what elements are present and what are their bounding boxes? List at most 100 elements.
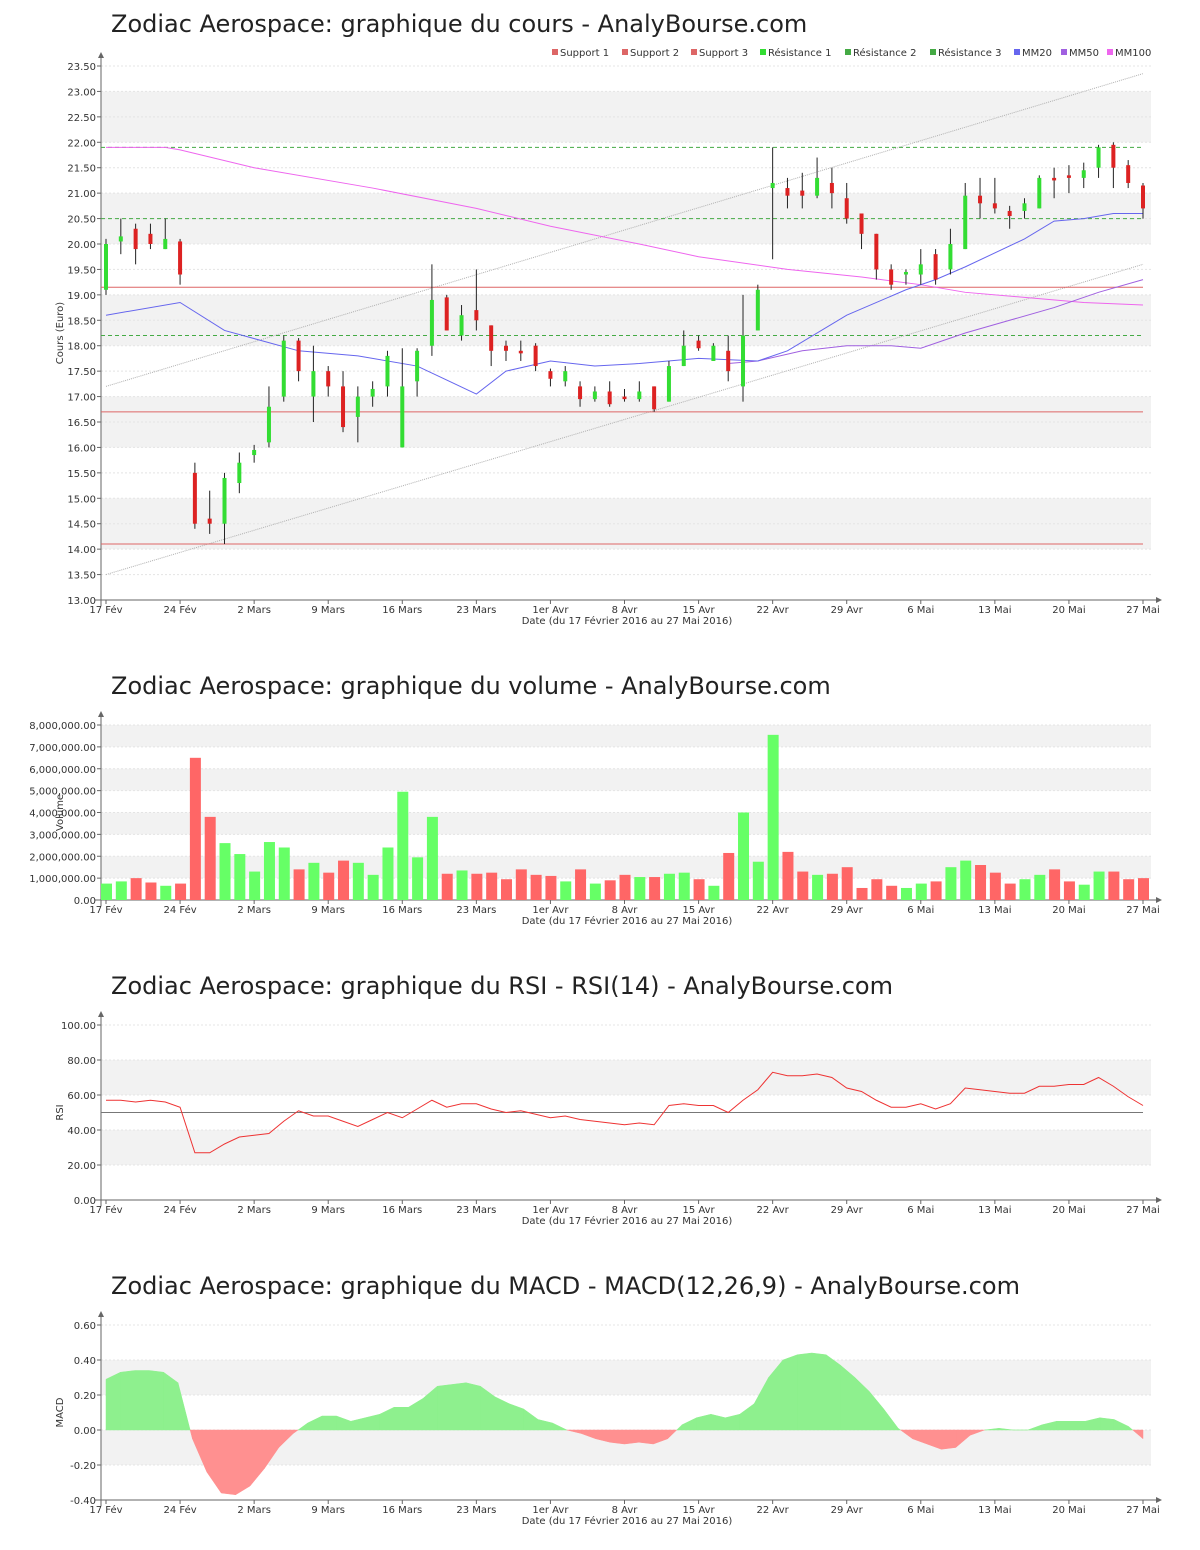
y-tick-label: 21.00 <box>67 189 96 200</box>
legend-label: Support 3 <box>699 48 748 59</box>
volume-bar <box>293 869 305 900</box>
y-axis-title: Volume <box>55 794 66 831</box>
volume-bar <box>1004 883 1016 900</box>
volume-bar <box>115 881 127 900</box>
volume-bar <box>515 869 527 900</box>
volume-bar <box>619 874 631 900</box>
volume-bar <box>930 881 942 900</box>
candle-body <box>459 315 464 336</box>
candle-body <box>948 244 953 270</box>
volume-bar <box>308 862 320 900</box>
candle-body <box>385 355 390 387</box>
x-axis-title: Date (du 17 Février 2016 au 27 Mai 2016) <box>522 615 733 627</box>
candle-body <box>341 386 346 428</box>
volume-bar <box>886 885 898 900</box>
candle-body <box>222 477 227 524</box>
candle-body <box>592 391 597 400</box>
x-tick-label: 24 Fév <box>163 1204 196 1216</box>
x-axis-arrow <box>1156 597 1162 603</box>
x-axis-arrow <box>1156 1197 1162 1203</box>
x-tick-label: 16 Mars <box>382 1505 422 1516</box>
y-tick-label: 17.00 <box>67 393 96 404</box>
x-tick-label: 8 Avr <box>612 1205 639 1216</box>
grid-band <box>101 1130 1151 1165</box>
volume-chart: 0.00 1,000,000.00 2,000,000.00 3,000,000.00… <box>29 711 1162 927</box>
macd-positive-area <box>105 1352 1134 1431</box>
x-tick-label: 2 Mars <box>237 605 271 616</box>
x-tick-label: 23 Mars <box>456 1205 496 1216</box>
legend-label: Support 1 <box>560 48 609 59</box>
volume-bar <box>160 885 172 900</box>
candle-body <box>681 345 686 367</box>
legend-swatch <box>1107 49 1113 55</box>
candle-body <box>1111 144 1116 168</box>
y-tick-label: 8,000,000.00 <box>29 721 96 732</box>
volume-bar <box>575 869 587 900</box>
candle-body <box>874 233 879 270</box>
legend-label: Résistance 2 <box>853 47 916 59</box>
volume-bar <box>693 879 705 900</box>
volume-bar <box>871 879 883 900</box>
x-tick-label: 27 Mai <box>1126 605 1159 616</box>
volume-bar <box>767 734 779 900</box>
y-tick-label: 0.40 <box>74 1356 96 1367</box>
candle-body <box>563 371 568 382</box>
legend-label: MM50 <box>1069 48 1099 59</box>
candle-body <box>192 472 197 524</box>
candle-body <box>696 340 701 349</box>
candle-body <box>281 340 286 397</box>
x-tick-label: 27 Mai <box>1126 1505 1159 1516</box>
x-tick-label: 20 Mai <box>1052 1205 1085 1216</box>
volume-bar <box>989 872 1001 900</box>
volume-bar <box>471 873 483 900</box>
y-tick-label: 1,000,000.00 <box>29 874 96 885</box>
x-axis-title: Date (du 17 Février 2016 au 27 Mai 2016) <box>522 1215 733 1227</box>
x-tick-label: 20 Mai <box>1052 905 1085 916</box>
candle-body <box>548 371 553 379</box>
x-tick-label: 24 Fév <box>163 604 196 616</box>
legend-label: Résistance 3 <box>938 47 1001 59</box>
candle-body <box>415 350 420 382</box>
y-tick-label: 4,000,000.00 <box>29 809 96 820</box>
legend-swatch <box>691 49 697 55</box>
rsi-panel: Zodiac Aerospace: graphique du RSI - RSI… <box>55 972 1162 1227</box>
x-tick-label: 1er Avr <box>532 605 569 616</box>
rsi-line <box>106 1071 1144 1154</box>
x-tick-label: 20 Mai <box>1052 605 1085 616</box>
volume-bar <box>1063 881 1075 900</box>
volume-chart-title: Zodiac Aerospace: graphique du volume - … <box>111 672 831 700</box>
y-tick-label: 16.50 <box>67 418 96 429</box>
candle-body <box>622 396 627 400</box>
x-tick-label: 2 Mars <box>237 1505 271 1516</box>
trend-channel-upper <box>105 73 1144 387</box>
candle-body <box>607 391 612 405</box>
volume-bar <box>915 883 927 900</box>
candle-body <box>755 289 760 331</box>
x-tick-label: 2 Mars <box>237 1205 271 1216</box>
candle-body <box>666 366 671 402</box>
legend-label: Support 2 <box>630 48 679 59</box>
volume-bar <box>545 875 557 900</box>
x-tick-label: 29 Avr <box>831 605 864 616</box>
y-tick-label: 15.50 <box>67 469 96 480</box>
volume-bar <box>960 860 972 900</box>
macd-negative-area <box>189 1429 1144 1496</box>
x-tick-label: 8 Avr <box>612 605 639 616</box>
y-tick-label: 22.50 <box>67 113 96 124</box>
y-tick-label: 5,000,000.00 <box>29 787 96 798</box>
candle-body <box>1096 147 1101 168</box>
volume-bar <box>678 872 690 900</box>
y-tick-label: 40.00 <box>67 1126 96 1137</box>
volume-bar <box>738 812 750 900</box>
volume-bar <box>278 847 290 900</box>
candle-body <box>237 462 242 484</box>
x-tick-label: 23 Mars <box>456 605 496 616</box>
y-tick-label: 20.00 <box>67 1161 96 1172</box>
x-tick-label: 23 Mars <box>456 905 496 916</box>
x-tick-label: 13 Mai <box>978 605 1011 616</box>
candle-body <box>518 350 523 354</box>
volume-bar <box>1078 884 1090 900</box>
grid-band <box>101 812 1151 835</box>
y-axis-arrow <box>98 711 104 717</box>
